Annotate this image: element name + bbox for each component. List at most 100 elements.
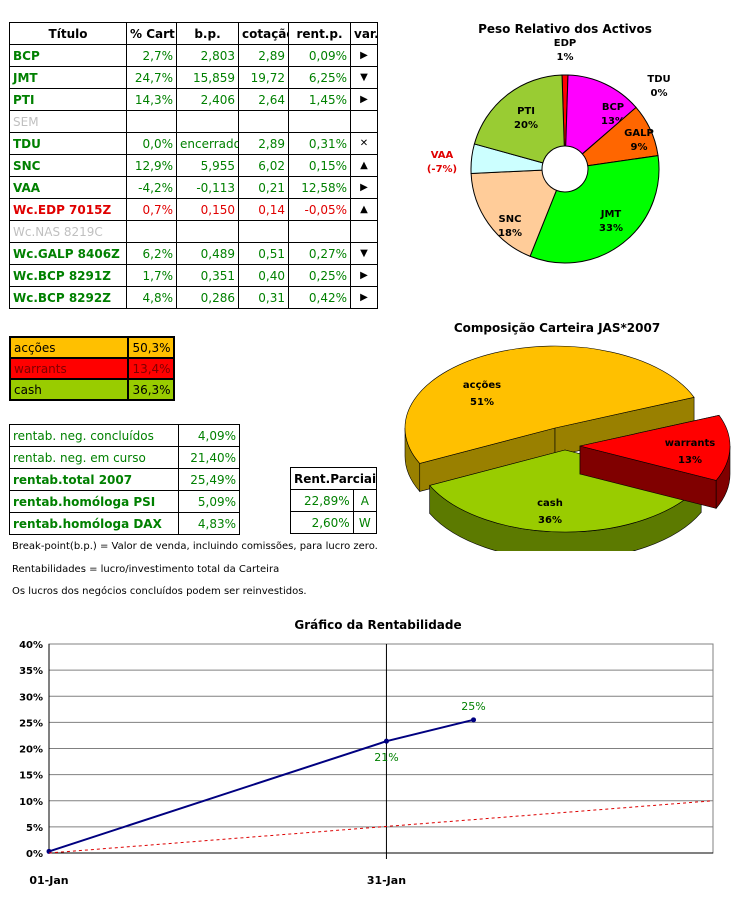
pie2-label-cash: cash [537,498,563,509]
asset-cart: 24,7% [126,66,177,89]
pie1-slice-jmt [529,155,660,264]
pie2-label-warrants: warrants [665,438,715,449]
portfolio-row: Wc.NAS 8219C [9,220,378,243]
asset-cot: 6,02 [238,154,289,177]
returns-body: rentab. neg. concluídos 4,09% rentab. neg.… [9,424,241,535]
y-tick-label: 10% [19,797,43,808]
asset-cot: 2,89 [238,132,289,155]
asset-bp [176,110,239,133]
asset-var: ▶ [350,286,378,309]
portfolio-row: Wc.GALP 8406Z 6,2% 0,489 0,51 0,27% ▼ [9,242,378,265]
asset-name: TDU [9,132,127,155]
asset-name: Wc.GALP 8406Z [9,242,127,265]
allocation-value: 36,3% [127,378,175,401]
partials-letter: A [352,489,378,512]
returns-label: rentab.total 2007 [9,468,179,491]
returns-value: 25,49% [177,468,241,491]
returns-row: rentab. neg. em curso 21,40% [9,446,241,469]
asset-var: ✕ [350,132,378,155]
x-label-mid: 31-Jan [367,874,406,887]
asset-rent: 6,25% [288,66,351,89]
returns-label: rentab.homóloga PSI [9,490,179,513]
returns-label: rentab. neg. concluídos [9,424,179,447]
header-cotacao: cotação [238,22,289,45]
y-tick-label: 0% [26,849,43,860]
y-tick-label: 20% [19,745,43,756]
allocation-label: acções [8,336,130,359]
asset-name: Wc.NAS 8219C [9,220,127,243]
returns-label: rentab. neg. em curso [9,446,179,469]
partials-letter: W [352,511,378,534]
asset-bp: 2,803 [176,44,239,67]
asset-rent [288,220,351,243]
asset-name: Wc.BCP 8292Z [9,286,127,309]
portfolio-header-row: Título % Cart b.p. cotação rent.p. var. [9,22,378,45]
portfolio-row: SNC 12,9% 5,955 6,02 0,15% ▲ [9,154,378,177]
pie1-slice-pti [473,74,565,164]
asset-cot: 0,31 [238,286,289,309]
asset-weight-pie-chart: Peso Relativo dos Activos EDP 1% BCP 13%GALP… [427,22,671,264]
asset-var [350,110,378,133]
asset-bp: 0,286 [176,286,239,309]
pie1-label-snc: SNC [499,214,522,225]
asset-rent: 0,42% [288,286,351,309]
allocation-table: acções 50,3% warrants 13,4% cash 36,3% [8,336,175,401]
asset-var: ▲ [350,198,378,221]
note-rentabilidades: Rentabilidades = lucro/investimento tota… [12,564,280,575]
asset-var: ▶ [350,176,378,199]
pie1-title: Peso Relativo dos Activos [478,22,652,36]
portfolio-row: SEM [9,110,378,133]
asset-name: VAA [9,176,127,199]
asset-var: ▶ [350,264,378,287]
pie1-slice-galp [581,106,659,167]
asset-name: SEM [9,110,127,133]
asset-name: JMT [9,66,127,89]
asset-cot: 0,40 [238,264,289,287]
returns-row: rentab.homóloga DAX 4,83% [9,512,241,535]
y-tick-label: 25% [19,718,43,729]
pie1-label-pti: PTI [517,106,535,117]
pie1-pct-bcp: 13% [601,116,625,127]
asset-cot [238,110,289,133]
asset-cart: 12,9% [126,154,177,177]
header-var: var. [350,22,378,45]
asset-cart: 0,0% [126,132,177,155]
allocation-row: warrants 13,4% [8,357,175,380]
asset-bp: 2,406 [176,88,239,111]
header-bp: b.p. [176,22,239,45]
allocation-row: acções 50,3% [8,336,175,359]
pie2-title: Composição Carteira JAS*2007 [454,321,660,335]
pie1-label-edp: EDP [554,38,576,49]
asset-name: SNC [9,154,127,177]
returns-row: rentab.homóloga PSI 5,09% [9,490,241,513]
asset-rent: 0,27% [288,242,351,265]
pie1-pct-vaa: (-7%) [427,164,457,175]
portfolio-body: BCP 2,7% 2,803 2,89 0,09% ▶ JMT 24,7% 15,859 19,7… [9,44,378,309]
pie1-pct-tdu: 0% [651,88,668,99]
portfolio-row: VAA -4,2% -0,113 0,21 12,58% ▶ [9,176,378,199]
allocation-row: cash 36,3% [8,378,175,401]
data-label: 25% [461,700,485,713]
partials-row: 22,89% A [290,489,378,512]
pie1-label-bcp: BCP [602,102,624,113]
pie1-slice-snc [470,169,558,257]
portfolio-row: Wc.BCP 8291Z 1,7% 0,351 0,40 0,25% ▶ [9,264,378,287]
asset-cot [238,220,289,243]
portfolio-row: Wc.BCP 8292Z 4,8% 0,286 0,31 0,42% ▶ [9,286,378,309]
portfolio-row: TDU 0,0% encerrado 2,89 0,31% ✕ [9,132,378,155]
pie1-label-jmt: JMT [600,209,622,220]
y-tick-label: 40% [19,640,43,651]
data-point [383,738,389,744]
y-tick-label: 30% [19,692,43,703]
header-cart: % Cart [126,22,177,45]
data-label: 21% [374,751,398,764]
returns-label: rentab.homóloga DAX [9,512,179,535]
allocation-body: acções 50,3% warrants 13,4% cash 36,3% [8,336,175,401]
pie2-label-acoes: acções [463,380,501,391]
portfolio-row: BCP 2,7% 2,803 2,89 0,09% ▶ [9,44,378,67]
partials-value: 2,60% [290,511,354,534]
pie1-pct-snc: 18% [498,228,522,239]
asset-var: ▼ [350,242,378,265]
asset-cot: 2,64 [238,88,289,111]
asset-rent: 0,31% [288,132,351,155]
